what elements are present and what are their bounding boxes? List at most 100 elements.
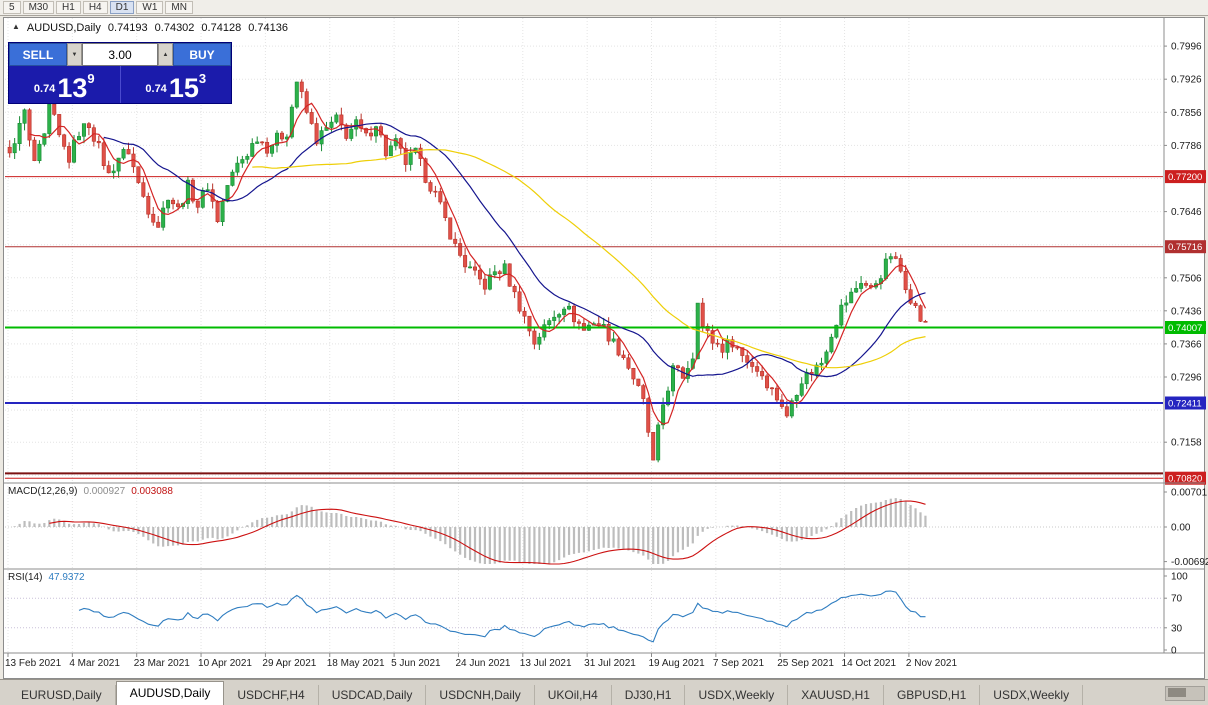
svg-text:0.7366: 0.7366 [1171,339,1202,350]
svg-text:13 Jul 2021: 13 Jul 2021 [520,658,572,669]
svg-text:24 Jun 2021: 24 Jun 2021 [455,658,510,669]
timeframe-button-MN[interactable]: MN [165,1,193,14]
svg-text:5 Jun 2021: 5 Jun 2021 [391,658,441,669]
svg-text:4 Mar 2021: 4 Mar 2021 [69,658,120,669]
svg-text:100: 100 [1171,572,1188,583]
volume-decrease-button[interactable]: ▼ [67,43,82,66]
svg-text:29 Apr 2021: 29 Apr 2021 [262,658,316,669]
date-axis-labels: 13 Feb 2021 4 Mar 2021 23 Mar 2021 10 Apr 2… [5,653,957,669]
tabbar-scrollbar[interactable] [1165,686,1205,701]
svg-text:0: 0 [1171,646,1177,657]
svg-text:30: 30 [1171,623,1183,634]
timeframe-button-M30[interactable]: M30 [22,1,55,14]
ask-big-digits: 15 [168,73,199,103]
svg-text:0.70820: 0.70820 [1168,474,1202,485]
price-level-badge [1165,396,1206,410]
rsi-value: 47.9372 [48,572,85,583]
trade-panel-prices: 0.74 13 9 0.74 15 3 [9,66,231,103]
svg-text:0.7786: 0.7786 [1171,141,1202,152]
buy-button[interactable]: BUY [173,43,231,66]
macd-panel: 0.00701 0.00 -0.00692 [5,488,1208,568]
svg-text:0.7506: 0.7506 [1171,273,1202,284]
timeframe-button-D1[interactable]: D1 [109,1,135,14]
svg-text:10 Apr 2021: 10 Apr 2021 [198,658,252,669]
moving-average-lines [29,102,927,425]
svg-text:0.72411: 0.72411 [1168,399,1202,410]
symbol-label: AUDUSD,Daily [26,22,101,34]
svg-text:0.00701: 0.00701 [1171,488,1208,499]
svg-text:0.7646: 0.7646 [1171,207,1202,218]
svg-text:0.7856: 0.7856 [1171,108,1202,119]
svg-text:18 May 2021: 18 May 2021 [327,658,385,669]
chart-tab-usdchf-h4[interactable]: USDCHF,H4 [224,685,319,705]
low-value: 0.74128 [201,22,242,34]
open-value: 0.74193 [107,22,148,34]
rsi-indicator-label: RSI(14) 47.9372 [8,572,85,583]
candlestick-series [7,79,928,463]
svg-text:19 Aug 2021: 19 Aug 2021 [649,658,706,669]
timeframe-toolbar: 5 M30 H1 H4 D1 W1 MN [0,0,1208,16]
macd-name: MACD(12,26,9) [8,486,78,497]
volume-input[interactable] [82,43,158,66]
chart-tab-xauusd-h1[interactable]: XAUUSD,H1 [788,685,884,705]
svg-text:25 Sep 2021: 25 Sep 2021 [777,658,834,669]
high-value: 0.74302 [154,22,195,34]
chart-tab-usdx-weekly[interactable]: USDX,Weekly [980,685,1084,705]
svg-text:14 Oct 2021: 14 Oct 2021 [842,658,897,669]
macd-indicator-label: MACD(12,26,9) 0.000927 0.003088 [8,486,173,497]
ask-prefix: 0.74 [145,83,167,95]
chart-tab-usdx-weekly[interactable]: USDX,Weekly [685,685,789,705]
bid-price[interactable]: 0.74 13 9 [9,66,120,103]
ask-pip-digit: 3 [198,71,207,86]
price-level-badge [1165,471,1206,485]
bid-prefix: 0.74 [33,83,56,95]
svg-text:0.7296: 0.7296 [1171,373,1202,384]
price-level-badge [1165,170,1206,184]
chart-tab-usdcad-daily[interactable]: USDCAD,Daily [319,685,427,705]
scrollbar-thumb[interactable] [1168,688,1186,697]
svg-text:0.7926: 0.7926 [1171,75,1202,86]
svg-text:0.74007: 0.74007 [1168,323,1202,334]
price-level-badge [1165,321,1206,334]
collapse-arrow-icon[interactable]: ▲ [12,22,20,31]
chart-tab-ukoil-h4[interactable]: UKOil,H4 [535,685,612,705]
svg-text:0.7436: 0.7436 [1171,306,1202,317]
rsi-panel: 100 70 30 0 [5,572,1188,657]
volume-increase-button[interactable]: ▲ [158,43,173,66]
timeframe-button-H1[interactable]: H1 [56,1,81,14]
svg-text:7 Sep 2021: 7 Sep 2021 [713,658,765,669]
svg-text:0.77200: 0.77200 [1168,172,1202,183]
svg-text:0.00: 0.00 [1171,523,1191,534]
svg-text:-0.00692: -0.00692 [1171,557,1208,568]
chart-tab-gbpusd-h1[interactable]: GBPUSD,H1 [884,685,981,705]
price-axis-labels: 0.7996 0.7926 0.7856 0.7786 0.7646 0.7506 0.74… [1163,18,1202,653]
macd-main-value: 0.000927 [83,486,126,497]
chart-tab-bar: EURUSD,Daily AUDUSD,Daily USDCHF,H4 USDCAD,… [0,679,1208,705]
svg-text:31 Jul 2021: 31 Jul 2021 [584,658,636,669]
price-level-lines: 0.77200 0.75716 0.74007 0.72411 0.70820 [5,170,1206,485]
timeframe-button-W1[interactable]: W1 [136,1,164,14]
timeframe-button-5[interactable]: 5 [3,1,21,14]
one-click-trading-panel: SELL ▼ ▲ BUY 0.74 13 9 0.74 15 3 [8,42,232,104]
svg-text:13 Feb 2021: 13 Feb 2021 [5,658,62,669]
macd-signal-value: 0.003088 [131,486,173,497]
svg-text:70: 70 [1171,594,1183,605]
chart-tab-eurusd-daily[interactable]: EURUSD,Daily [8,685,116,705]
ask-price[interactable]: 0.74 15 3 [119,66,232,103]
svg-text:0.7996: 0.7996 [1171,42,1202,53]
timeframe-button-H4[interactable]: H4 [82,1,108,14]
close-value: 0.74136 [248,22,288,34]
chart-tab-usdcnh-daily[interactable]: USDCNH,Daily [426,685,535,705]
price-level-badge [1165,240,1206,254]
chart-tab-audusd-daily[interactable]: AUDUSD,Daily [115,681,225,705]
bid-pip-digit: 9 [87,71,95,86]
sell-button[interactable]: SELL [9,43,67,66]
svg-text:0.75716: 0.75716 [1168,242,1202,253]
trade-panel-controls: SELL ▼ ▲ BUY [9,43,231,66]
chart-tab-dj30-h1[interactable]: DJ30,H1 [612,685,686,705]
bid-big-digits: 13 [57,73,88,103]
chart-ohlc-title: ▲ AUDUSD,Daily 0.74193 0.74302 0.74128 0… [12,22,288,34]
svg-text:0.7158: 0.7158 [1171,438,1202,449]
